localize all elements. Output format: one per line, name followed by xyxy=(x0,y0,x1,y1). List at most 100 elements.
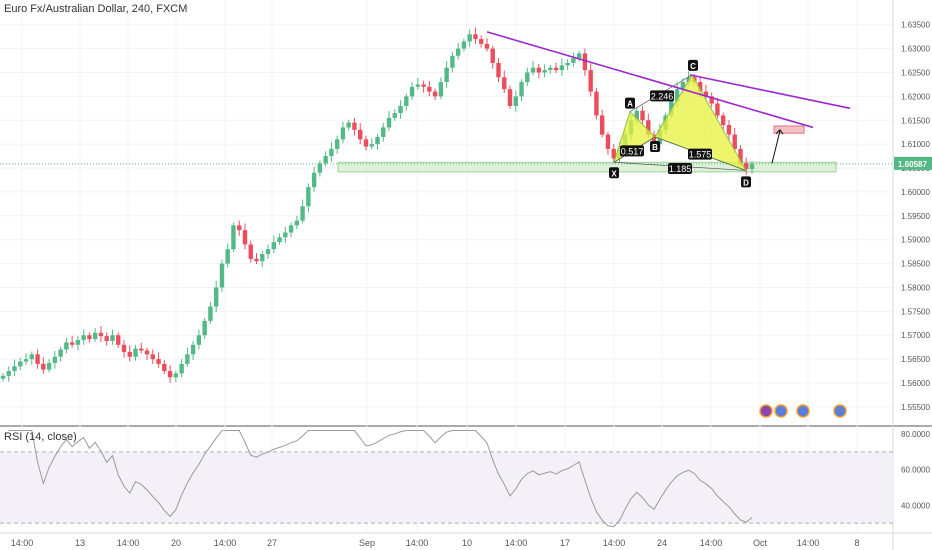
time-tick-label: 17 xyxy=(560,538,570,548)
price-tick-label: 1.59000 xyxy=(901,236,930,245)
candle-body xyxy=(12,366,17,372)
candle-body xyxy=(386,117,392,128)
time-axis[interactable]: 14:00 13 14:00 20 14:00 27 Sep 14:00 10 14:00 17 14… xyxy=(11,538,860,548)
candle-body xyxy=(346,122,351,128)
candle-body xyxy=(64,342,69,350)
price-tick-label: 1.56500 xyxy=(901,355,930,364)
candle-body xyxy=(18,361,23,367)
candle-body xyxy=(265,249,271,255)
trendlines xyxy=(486,31,851,129)
pattern-ratio-label-bg xyxy=(668,162,692,174)
candle-body xyxy=(288,225,294,233)
trendline-upper xyxy=(486,31,814,129)
candle-body xyxy=(87,335,92,340)
event-icon[interactable] xyxy=(796,404,810,418)
time-tick-label: 20 xyxy=(171,538,181,548)
candle-body xyxy=(553,67,559,71)
candle-body xyxy=(484,43,490,49)
candle-body xyxy=(744,163,749,169)
candle-body xyxy=(605,134,611,149)
pattern-point-label-bg xyxy=(650,140,660,152)
candle-body xyxy=(58,349,63,357)
event-icon[interactable] xyxy=(833,404,847,418)
chart-title: Euro Fx/Australian Dollar, 240, FXCM xyxy=(4,3,188,15)
candle-body xyxy=(715,103,720,116)
candle-body xyxy=(139,348,144,351)
event-icon[interactable] xyxy=(774,404,788,418)
candle-body xyxy=(502,77,507,90)
time-tick-label: 24 xyxy=(657,538,667,548)
candle-body xyxy=(548,67,553,71)
rsi-panel: 80.0000 60.0000 40.0000 xyxy=(0,430,930,528)
pattern-point-label-bg xyxy=(741,176,751,188)
candle-body xyxy=(432,91,438,97)
candle-body xyxy=(525,72,530,83)
candle-body xyxy=(479,39,484,44)
event-icon[interactable] xyxy=(759,404,773,418)
candle-body xyxy=(92,332,98,340)
candle-body xyxy=(208,306,213,321)
candle-body xyxy=(369,144,374,147)
candle-body xyxy=(46,362,52,370)
candle-body xyxy=(651,134,657,145)
candle-body xyxy=(317,163,323,173)
candle-body xyxy=(674,89,680,102)
candle-body xyxy=(409,86,415,97)
price-tick-label: 1.59500 xyxy=(901,212,930,221)
pattern-ratio-label: 0.517 xyxy=(621,146,644,156)
time-tick-label: 14:00 xyxy=(11,538,34,548)
candle-body xyxy=(576,53,582,59)
candle-body xyxy=(398,105,403,114)
candle-body xyxy=(81,335,86,341)
candle-body xyxy=(104,336,109,341)
candle-body xyxy=(749,163,755,169)
candle-body xyxy=(600,115,605,135)
candle-body xyxy=(340,127,346,140)
candle-body xyxy=(6,371,11,376)
candle-body xyxy=(213,287,219,307)
candle-body xyxy=(726,125,732,135)
candle-body xyxy=(283,232,288,238)
candle-body xyxy=(162,363,167,372)
candle-body xyxy=(450,55,455,68)
candle-body xyxy=(530,67,536,73)
price-tick-label: 1.61000 xyxy=(901,140,930,149)
rsi-tick-label: 40.0000 xyxy=(901,501,930,510)
candle-body xyxy=(329,148,334,157)
rsi-tick-label: 60.0000 xyxy=(901,466,930,475)
candle-body xyxy=(225,249,230,264)
candle-body xyxy=(640,110,645,121)
time-tick-label: 14:00 xyxy=(117,538,140,548)
time-tick-label: 14:00 xyxy=(797,538,820,548)
candle-body xyxy=(507,89,513,106)
candle-body xyxy=(680,82,686,90)
pattern-ratio-label-bg xyxy=(688,148,712,160)
candle-body xyxy=(271,242,276,250)
price-tick-label: 1.62500 xyxy=(901,68,930,77)
candle-body xyxy=(669,101,674,116)
support-zone xyxy=(337,161,837,173)
candle-body xyxy=(646,120,651,135)
candle-body xyxy=(611,148,616,159)
event-icons[interactable] xyxy=(759,404,847,418)
candle-body xyxy=(588,70,593,92)
candle-body xyxy=(709,96,714,104)
time-tick-label: 13 xyxy=(75,538,85,548)
candle-body xyxy=(381,127,386,137)
time-tick-label: 8 xyxy=(854,538,859,548)
candle-body xyxy=(29,354,35,360)
time-tick-label: Oct xyxy=(753,538,768,548)
candle-body xyxy=(461,41,467,49)
candle-body xyxy=(334,139,340,149)
candle-body xyxy=(634,110,639,121)
candle-body xyxy=(473,34,478,40)
candle-body xyxy=(156,359,161,364)
candle-body xyxy=(179,363,184,374)
candle-body xyxy=(185,354,190,364)
candle-body xyxy=(121,344,127,352)
candle-body xyxy=(559,65,565,71)
target-zone xyxy=(773,125,805,134)
candle-body xyxy=(23,359,29,362)
candle-body xyxy=(582,53,588,71)
